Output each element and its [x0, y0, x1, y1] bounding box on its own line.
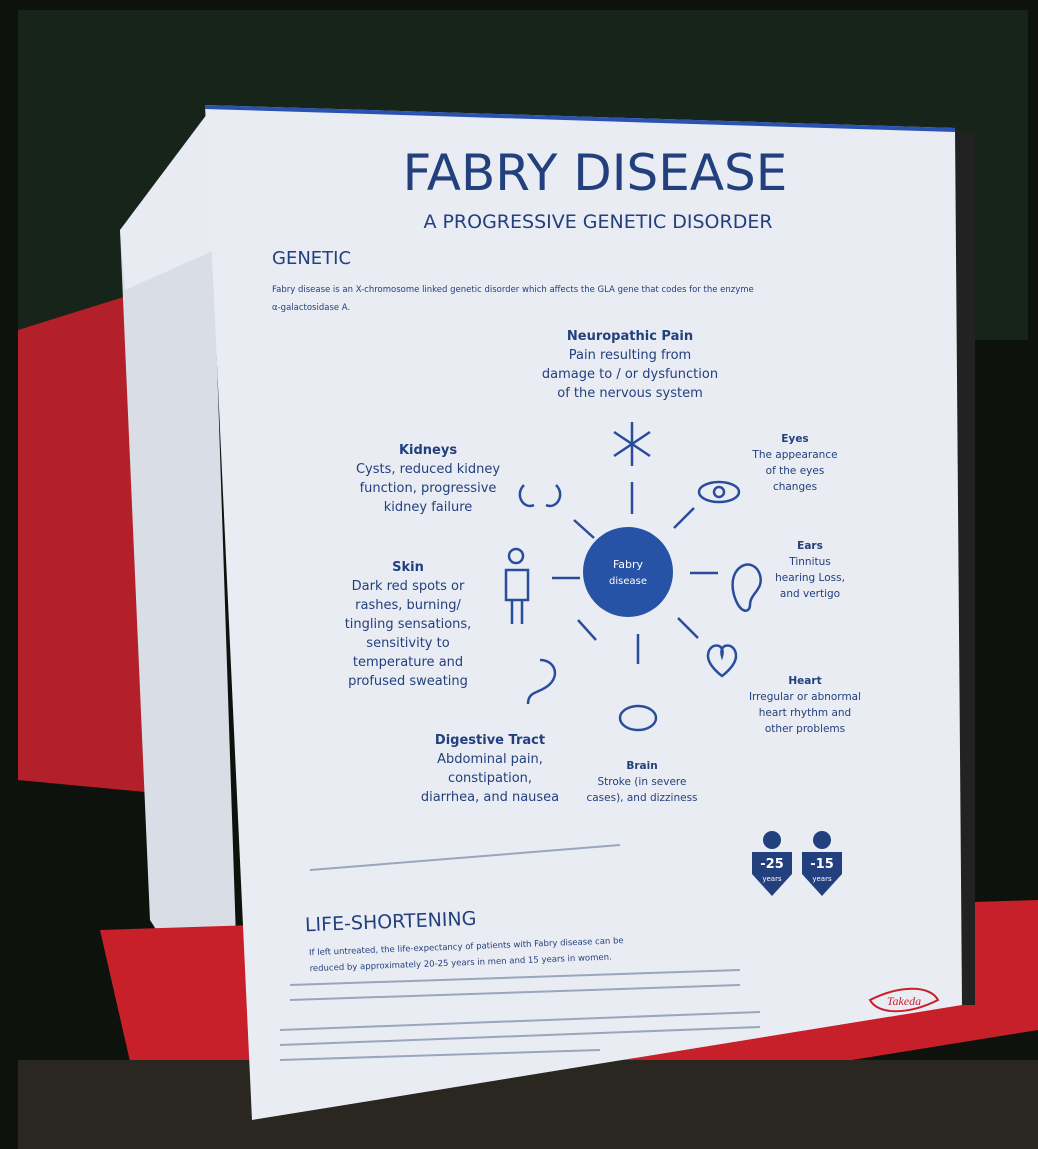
body-text: α-galactosidase A.: [272, 303, 350, 313]
icons: [504, 422, 762, 732]
node-text: Pain resulting from: [569, 348, 691, 363]
title: FABRY DISEASE: [403, 144, 788, 202]
logo-outline: [868, 987, 940, 1013]
node-text: Tinnitus: [788, 556, 830, 568]
center-circle: [583, 527, 673, 617]
node-label: Kidneys: [399, 443, 457, 458]
node-text: and vertigo: [780, 588, 840, 600]
badge-shape: [752, 852, 792, 896]
section-heading: GENETIC: [272, 248, 351, 269]
node-text: profused sweating: [348, 674, 468, 689]
node-text: heart rhythm and: [759, 707, 851, 719]
badge-value: -25: [760, 857, 784, 872]
node-label: Brain: [626, 760, 657, 772]
node-text: Dark red spots or: [352, 579, 465, 594]
badge-shape: [802, 852, 842, 896]
node-text: other problems: [765, 723, 845, 735]
node-text: of the eyes: [766, 465, 825, 477]
node-label: Digestive Tract: [435, 733, 545, 748]
node-text: Cysts, reduced kidney: [356, 462, 500, 477]
node-text: changes: [773, 481, 817, 493]
node-label: Neuropathic Pain: [567, 329, 693, 344]
badge-value: -15: [810, 857, 834, 872]
node-text: sensitivity to: [366, 636, 449, 651]
node-label: Ears: [797, 540, 823, 552]
logo: Takeda: [887, 994, 921, 1008]
node-text: The appearance: [751, 449, 837, 461]
badge-unit: years: [762, 875, 782, 883]
node-text: diarrhea, and nausea: [421, 790, 559, 805]
node-text: temperature and: [353, 655, 463, 670]
poster-top-border: [204, 105, 956, 132]
center-label: disease: [609, 576, 647, 587]
node-text: hearing Loss,: [775, 572, 845, 584]
node-text: Irregular or abnormal: [749, 691, 861, 703]
badge-head: [813, 831, 831, 849]
booth-top: [120, 110, 215, 290]
node-text: Stroke (in severe: [598, 776, 687, 788]
node-label: Skin: [392, 560, 424, 575]
fine-print: [279, 844, 761, 1061]
node-label: Heart: [788, 675, 821, 687]
spokes: [552, 482, 718, 664]
node-text: function, progressive: [360, 481, 497, 496]
node-text: rashes, burning/: [355, 598, 461, 613]
node-text: constipation,: [448, 771, 532, 786]
node-text: Abdominal pain,: [437, 752, 543, 767]
center-label: Fabry: [613, 558, 644, 571]
node-label: Eyes: [781, 433, 808, 445]
body-text: Fabry disease is an X-chromosome linked …: [272, 285, 754, 295]
badge-unit: years: [812, 875, 832, 883]
badge-head: [763, 831, 781, 849]
booth-side: [120, 150, 240, 1060]
node-text: tingling sensations,: [345, 617, 472, 632]
node-text: of the nervous system: [557, 386, 703, 401]
node-text: damage to / or dysfunction: [542, 367, 718, 382]
node-text: kidney failure: [384, 500, 473, 515]
node-text: cases), and dizziness: [586, 792, 697, 804]
subtitle: A PROGRESSIVE GENETIC DISORDER: [423, 211, 772, 233]
